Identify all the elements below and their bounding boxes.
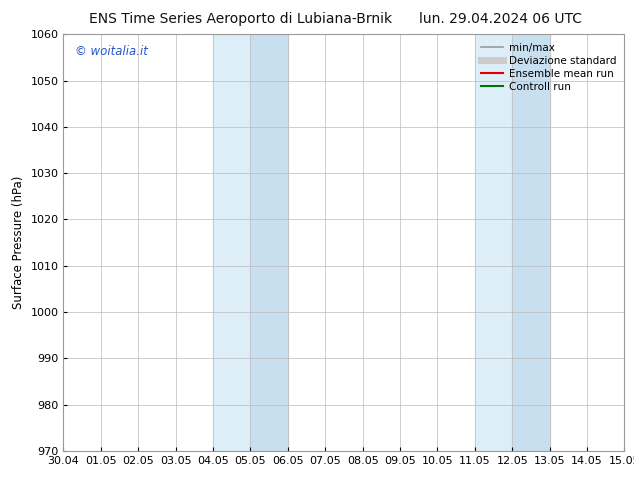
- Text: © woitalia.it: © woitalia.it: [75, 45, 148, 58]
- Legend: min/max, Deviazione standard, Ensemble mean run, Controll run: min/max, Deviazione standard, Ensemble m…: [477, 40, 619, 95]
- Bar: [213, 34, 250, 451]
- Text: lun. 29.04.2024 06 UTC: lun. 29.04.2024 06 UTC: [419, 12, 583, 26]
- Bar: [250, 34, 288, 451]
- Bar: [475, 34, 512, 451]
- Y-axis label: Surface Pressure (hPa): Surface Pressure (hPa): [12, 176, 25, 309]
- Bar: [512, 34, 550, 451]
- Text: ENS Time Series Aeroporto di Lubiana-Brnik: ENS Time Series Aeroporto di Lubiana-Brn…: [89, 12, 392, 26]
